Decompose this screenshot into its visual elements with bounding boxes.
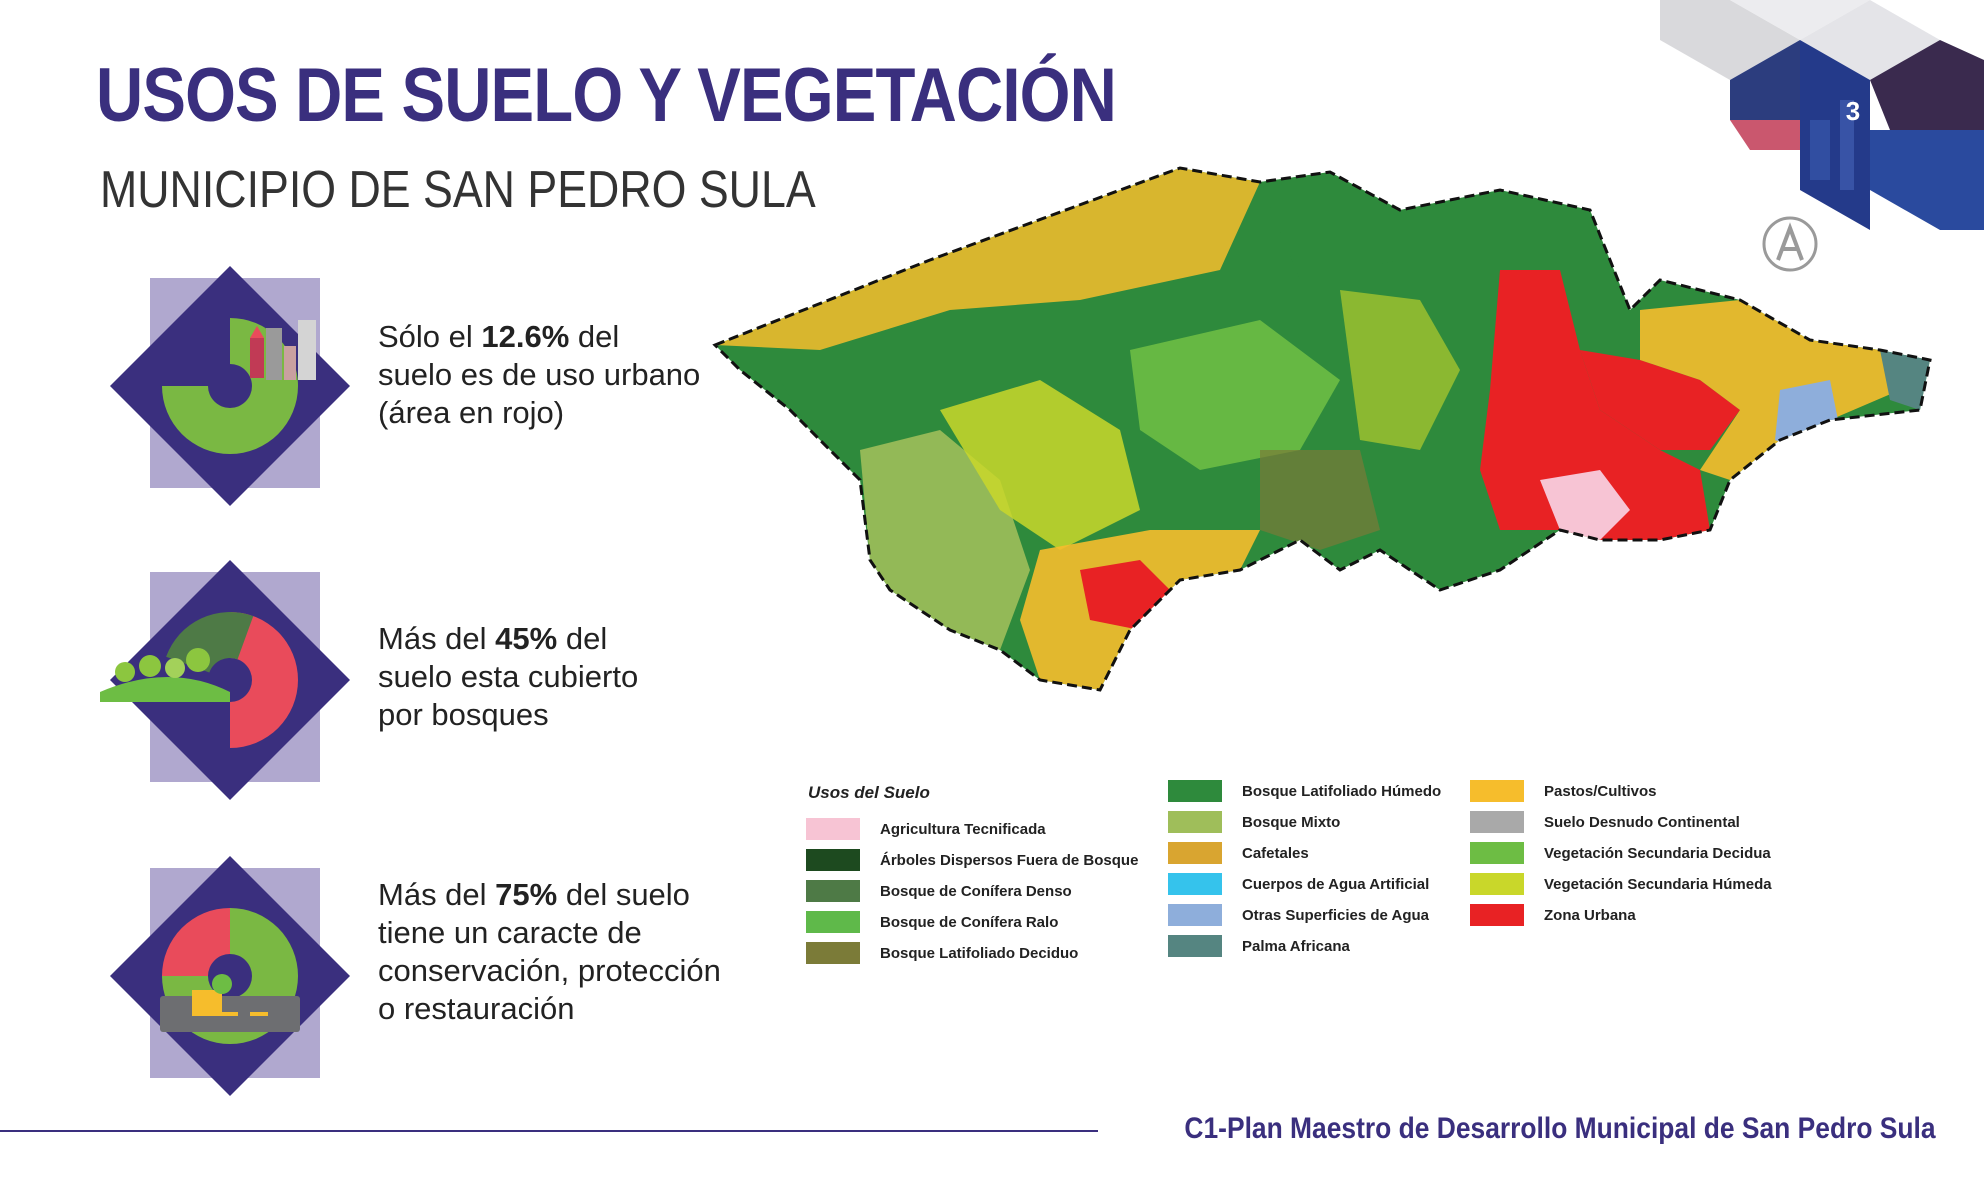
legend-item: Vegetación Secundaria Decidua	[1470, 841, 1771, 865]
legend-item: Otras Superficies de Agua	[1168, 903, 1429, 927]
page-subtitle: MUNICIPIO DE SAN PEDRO SULA	[100, 161, 816, 219]
legend-item: Bosque de Conífera Ralo	[806, 910, 1058, 934]
footer-text: C1-Plan Maestro de Desarrollo Municipal …	[1184, 1112, 1936, 1145]
forest-donut-icon	[100, 560, 350, 800]
conservation-stat-text: Más del 75% del suelo tiene un caracte d…	[378, 877, 721, 1026]
legend-label: Pastos/Cultivos	[1544, 782, 1657, 800]
legend-label: Vegetación Secundaria Decidua	[1544, 844, 1771, 862]
legend-swatch	[1168, 904, 1222, 926]
legend-label: Cuerpos de Agua Artificial	[1242, 875, 1430, 893]
legend-label: Agricultura Tecnificada	[880, 820, 1046, 838]
urban-stat-value: 12.6%	[481, 319, 570, 354]
legend-swatch	[1168, 780, 1222, 802]
legend-label: Palma Africana	[1242, 937, 1350, 955]
legend-label: Árboles Dispersos Fuera de Bosque	[880, 851, 1139, 869]
legend-item: Palma Africana	[1168, 934, 1350, 958]
city-donut-icon	[110, 266, 350, 506]
legend-swatch	[1168, 873, 1222, 895]
map-legend: Usos del Suelo Agricultura Tecnificada Á…	[800, 775, 1800, 975]
legend-item: Cafetales	[1168, 841, 1309, 865]
legend-swatch	[1168, 842, 1222, 864]
legend-swatch	[806, 911, 860, 933]
legend-swatch	[806, 880, 860, 902]
legend-label: Bosque Latifoliado Húmedo	[1242, 782, 1442, 800]
legend-swatch	[1470, 780, 1524, 802]
legend-swatch	[1168, 811, 1222, 833]
page-number: 3	[1845, 96, 1861, 126]
legend-label: Bosque de Conífera Ralo	[880, 913, 1059, 931]
legend-label: Zona Urbana	[1544, 906, 1636, 924]
logo-a-icon	[1762, 216, 1818, 272]
legend-label: Bosque Latifoliado Deciduo	[880, 944, 1079, 962]
legend-swatch	[1168, 935, 1222, 957]
legend-label: Cafetales	[1242, 844, 1309, 862]
legend-item: Zona Urbana	[1470, 903, 1636, 927]
land-use-map	[712, 166, 1932, 692]
legend-title: Usos del Suelo	[808, 783, 930, 802]
page-title: USOS DE SUELO Y VEGETACIÓN	[96, 53, 1117, 138]
legend-swatch	[1470, 811, 1524, 833]
forest-stat-value: 45%	[495, 621, 558, 656]
conservation-stat-value: 75%	[495, 877, 558, 912]
urban-stat-text: Sólo el 12.6% del suelo es de uso urbano…	[378, 319, 701, 430]
legend-label: Vegetación Secundaria Húmeda	[1544, 875, 1772, 893]
legend-label: Suelo Desnudo Continental	[1544, 813, 1740, 831]
legend-label: Bosque de Conífera Denso	[880, 882, 1072, 900]
legend-label: Otras Superficies de Agua	[1242, 906, 1430, 924]
legend-item: Vegetación Secundaria Húmeda	[1470, 872, 1772, 896]
legend-item: Cuerpos de Agua Artificial	[1168, 872, 1429, 896]
conservation-donut-icon	[110, 856, 350, 1096]
legend-swatch	[1470, 873, 1524, 895]
corner-decoration	[1660, 0, 1984, 230]
legend-item: Bosque Mixto	[1168, 810, 1340, 834]
legend-swatch	[806, 818, 860, 840]
legend-item: Bosque Latifoliado Húmedo	[1168, 779, 1441, 803]
legend-item: Suelo Desnudo Continental	[1470, 810, 1740, 834]
legend-item: Bosque de Conífera Denso	[806, 879, 1072, 903]
legend-swatch	[1470, 842, 1524, 864]
legend-item: Bosque Latifoliado Deciduo	[806, 941, 1078, 965]
legend-swatch	[806, 849, 860, 871]
forest-stat-text: Más del 45% del suelo esta cubierto por …	[378, 621, 639, 732]
legend-label: Bosque Mixto	[1242, 813, 1341, 831]
legend-item: Agricultura Tecnificada	[806, 817, 1046, 841]
legend-item: Árboles Dispersos Fuera de Bosque	[806, 848, 1138, 872]
footer-divider	[0, 1130, 1098, 1132]
legend-swatch	[806, 942, 860, 964]
legend-swatch	[1470, 904, 1524, 926]
legend-item: Pastos/Cultivos	[1470, 779, 1657, 803]
